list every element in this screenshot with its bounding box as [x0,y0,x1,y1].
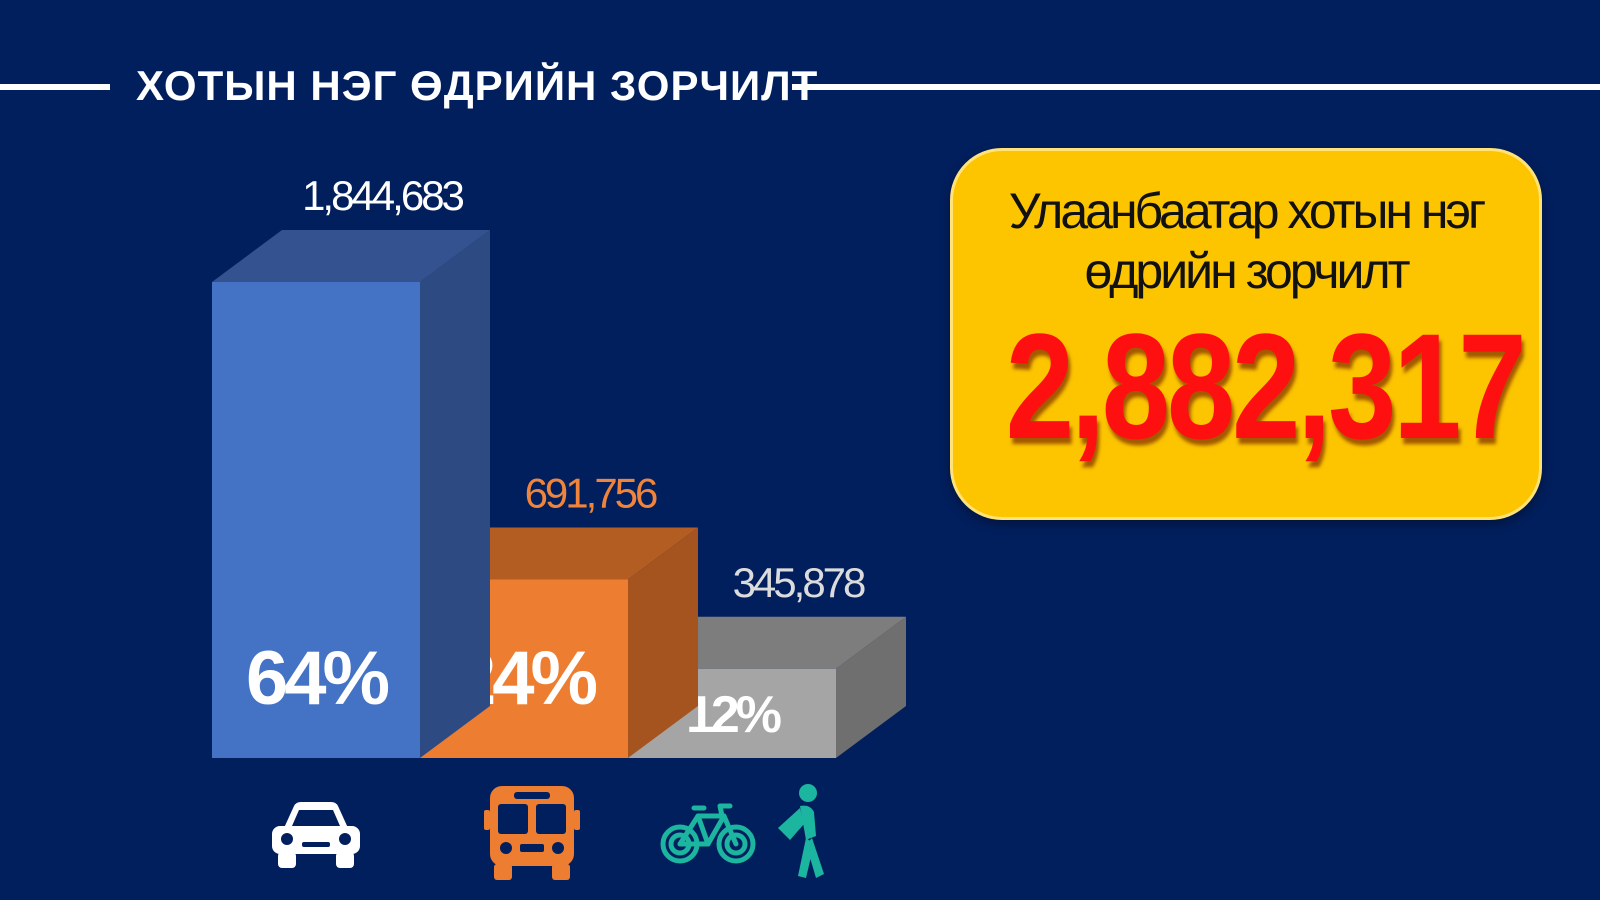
title-rule-left [0,84,110,90]
bar-bicycle-walking-side [836,616,906,758]
bar-car-top [212,230,490,282]
title-rule-right [792,84,1600,90]
callout-line-2: өдрийн зорчилт [1084,243,1410,299]
bar-car-side [420,230,490,758]
bicycle-icon [660,803,756,864]
bar-car [212,282,420,758]
bar-bus-side [628,527,698,758]
total-trips-callout: Улаанбаатар хотын нэг өдрийн зорчилт 2,8… [950,148,1542,520]
bar-bicycle-walking-percent-label: 12% [686,686,781,744]
bar-car-value-label: 1,844,683 [302,172,463,219]
walking-person-icon [778,784,824,878]
callout-line-1: Улаанбаатар хотын нэг [1008,183,1487,239]
bar-car-percent-label: 64% [246,636,389,721]
bar-bus-value-label: 691,756 [525,470,657,517]
car-icon [272,802,360,868]
bar-bicycle-walking-value-label: 345,878 [733,559,865,606]
total-trips-value: 2,882,317 [1005,302,1527,470]
page-title: ХОТЫН НЭГ ӨДРИЙН ЗОРЧИЛТ [136,62,819,109]
bus-icon [484,786,580,880]
